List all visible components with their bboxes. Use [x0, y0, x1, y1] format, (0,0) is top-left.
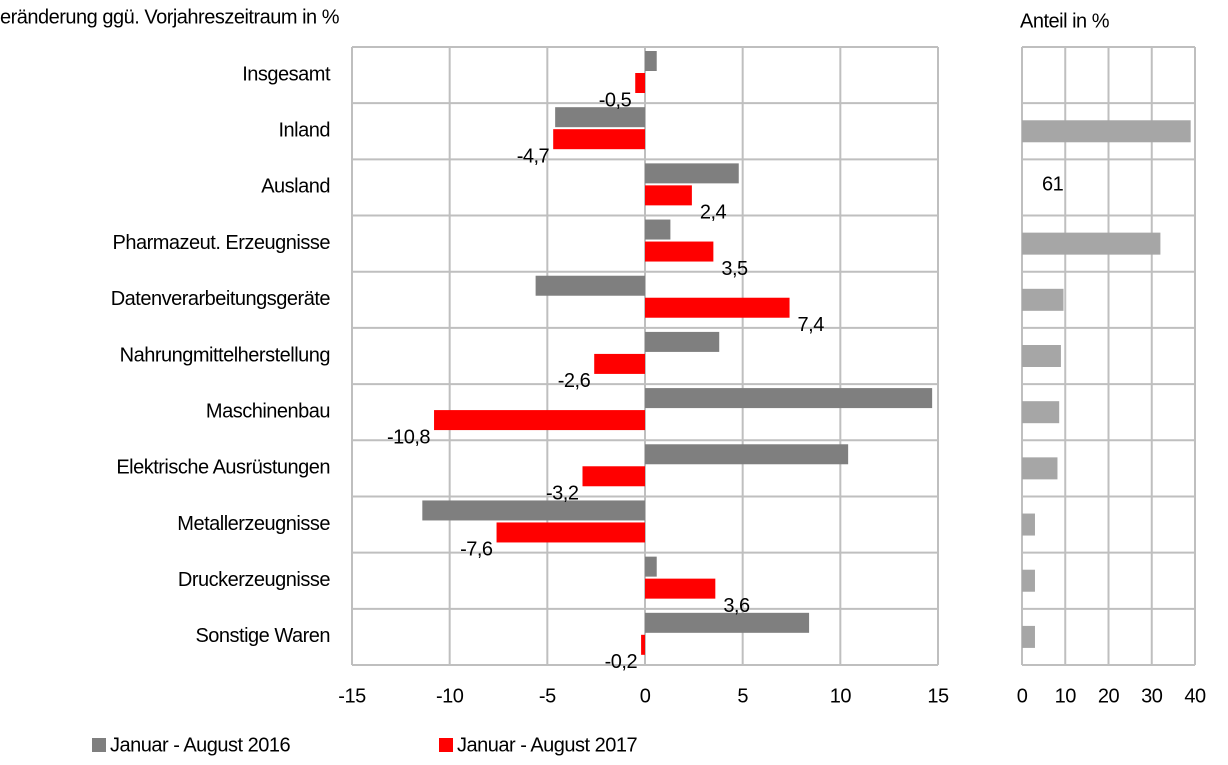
bar — [1022, 345, 1061, 367]
bar — [645, 388, 933, 409]
category-label: Metallerzeugnisse — [177, 513, 330, 535]
x-tick-label: 10 — [1055, 685, 1077, 707]
data-label: 3,5 — [721, 258, 748, 280]
category-label: Druckerzeugnisse — [178, 569, 330, 591]
bar — [1022, 625, 1035, 648]
bar — [434, 410, 645, 431]
x-tick-label: 10 — [830, 685, 852, 707]
category-label: Ausland — [261, 176, 330, 198]
category-label: Elektrische Ausrüstungen — [116, 457, 330, 479]
legend-swatch — [92, 738, 106, 752]
category-label: Sonstige Waren — [195, 625, 330, 647]
bar — [645, 241, 714, 262]
x-tick-label: -10 — [436, 685, 464, 707]
bar — [645, 444, 849, 465]
x-tick-label: 20 — [1098, 685, 1120, 707]
bar — [645, 163, 739, 184]
legend-swatch — [439, 738, 453, 752]
bar — [594, 353, 645, 374]
bar — [553, 129, 645, 150]
bar — [1022, 401, 1060, 424]
category-label: Pharmazeut. Erzeugnisse — [112, 232, 330, 254]
x-tick-label: 0 — [1017, 685, 1028, 707]
data-label: -2,6 — [558, 370, 591, 392]
x-tick-label: 15 — [927, 685, 949, 707]
bar — [1022, 569, 1035, 592]
category-label: Insgesamt — [242, 63, 331, 85]
bar — [535, 275, 645, 296]
bar — [641, 634, 645, 655]
x-tick-label: 40 — [1184, 685, 1206, 707]
data-label: -10,8 — [387, 426, 430, 448]
bar — [1022, 232, 1161, 255]
category-label: Datenverarbeitungsgeräte — [111, 288, 331, 310]
x-tick-label: -15 — [338, 685, 366, 707]
x-tick-label: 5 — [737, 685, 748, 707]
data-label: 7,4 — [798, 314, 825, 336]
data-label: -7,6 — [460, 539, 493, 561]
bar — [645, 331, 720, 352]
bar — [1022, 457, 1058, 480]
bar — [1022, 513, 1035, 536]
x-tick-label: -5 — [539, 685, 556, 707]
bar — [582, 466, 645, 487]
bar — [645, 297, 790, 318]
category-label: Inland — [279, 120, 331, 142]
bar — [645, 51, 657, 71]
legend-label: Januar - August 2016 — [110, 734, 291, 756]
data-label: 61 — [1042, 174, 1064, 196]
data-label: 3,6 — [723, 595, 750, 617]
bar — [645, 185, 692, 206]
bar — [1022, 288, 1064, 311]
bar — [555, 107, 645, 128]
bar — [645, 578, 716, 599]
data-label: 2,4 — [700, 202, 727, 224]
bar — [635, 73, 645, 93]
category-label: Nahrungmittelherstellung — [120, 344, 330, 366]
bar — [496, 522, 645, 543]
bar — [645, 219, 671, 240]
category-label: Maschinenbau — [206, 400, 330, 422]
chart-title: eränderung ggü. Vorjahreszeitraum in % — [0, 6, 340, 28]
legend-label: Januar - August 2017 — [457, 734, 638, 756]
bar — [645, 612, 810, 633]
data-label: -3,2 — [546, 483, 579, 505]
x-tick-label: 30 — [1141, 685, 1163, 707]
bar — [645, 556, 657, 577]
data-label: -0,2 — [605, 651, 638, 673]
data-label: -0,5 — [599, 89, 632, 111]
chart-title: Anteil in % — [1020, 10, 1110, 32]
bar — [422, 500, 645, 521]
bar — [1022, 120, 1191, 143]
x-tick-label: 0 — [640, 685, 651, 707]
data-label: -4,7 — [517, 145, 550, 167]
